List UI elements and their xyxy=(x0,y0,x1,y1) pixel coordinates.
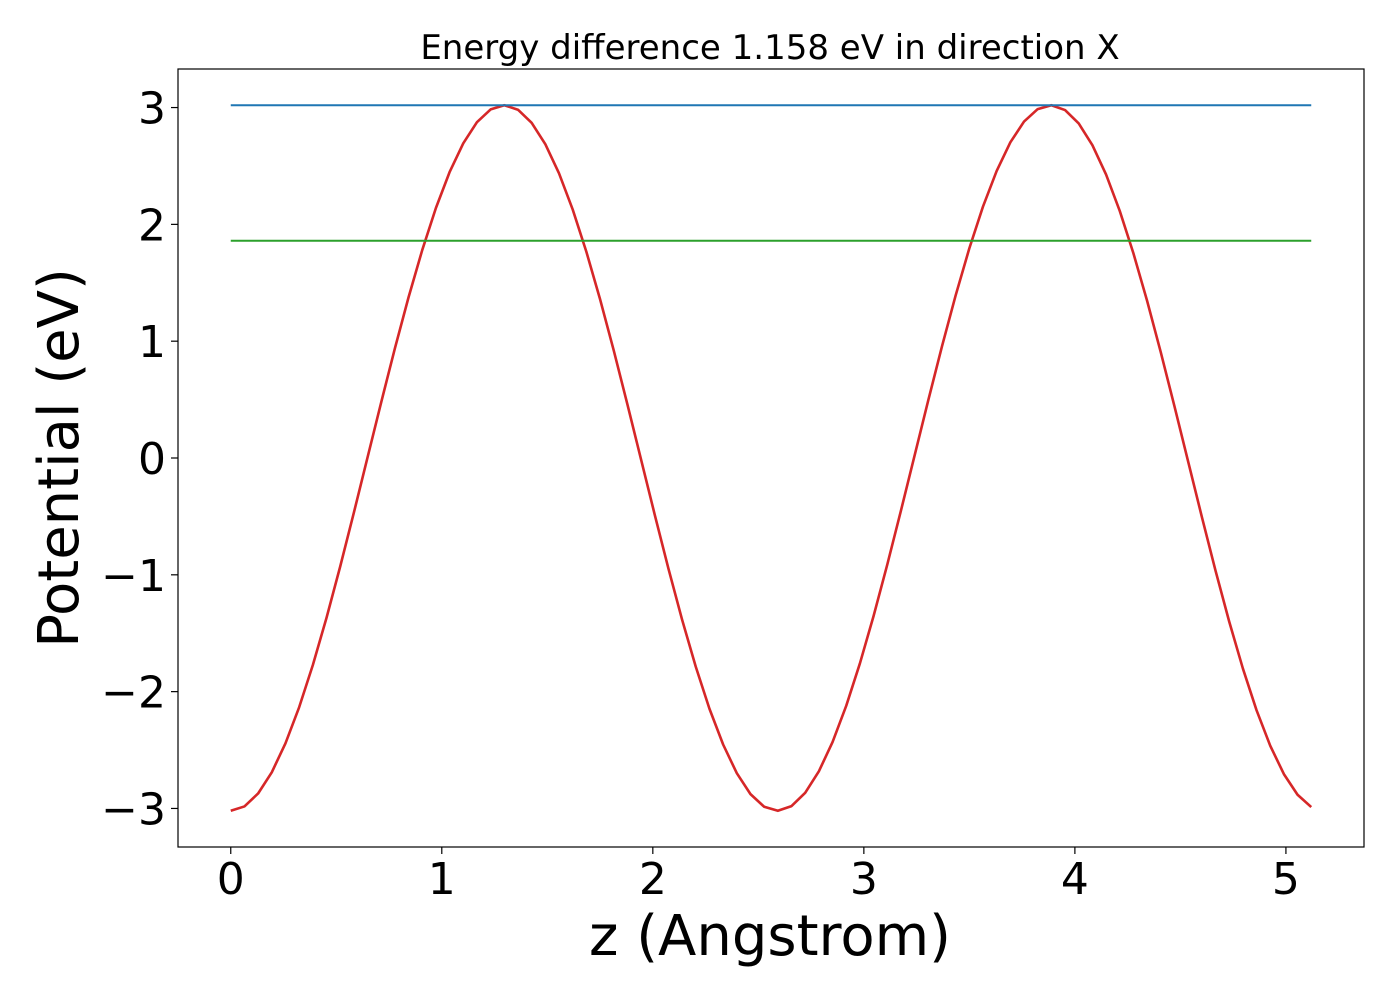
x-tick-label: 1 xyxy=(428,854,456,905)
chart-title: Energy difference 1.158 eV in direction … xyxy=(420,28,1119,68)
x-tick-label: 0 xyxy=(217,854,245,905)
x-tick-label: 3 xyxy=(850,854,878,905)
y-axis-label: Potential (eV) xyxy=(27,268,92,648)
y-tick-label: 3 xyxy=(138,84,166,135)
y-tick-label: −2 xyxy=(101,668,166,719)
y-tick-label: 1 xyxy=(138,317,166,368)
x-tick-label: 2 xyxy=(639,854,667,905)
y-axis-ticks: −3 −2 −1 0 1 2 3 xyxy=(101,84,178,835)
x-tick-label: 4 xyxy=(1061,854,1089,905)
x-axis-label: z (Angstrom) xyxy=(589,904,951,969)
y-tick-label: −3 xyxy=(101,784,166,835)
y-tick-label: −1 xyxy=(101,551,166,602)
y-tick-label: 2 xyxy=(138,200,166,251)
series-0-line xyxy=(230,103,1313,813)
y-tick-label: 0 xyxy=(138,434,166,485)
plot-area xyxy=(230,103,1313,813)
x-tick-label: 5 xyxy=(1272,854,1300,905)
axes-frame xyxy=(177,68,1365,848)
x-axis-ticks: 0 1 2 3 4 5 xyxy=(217,847,1300,905)
